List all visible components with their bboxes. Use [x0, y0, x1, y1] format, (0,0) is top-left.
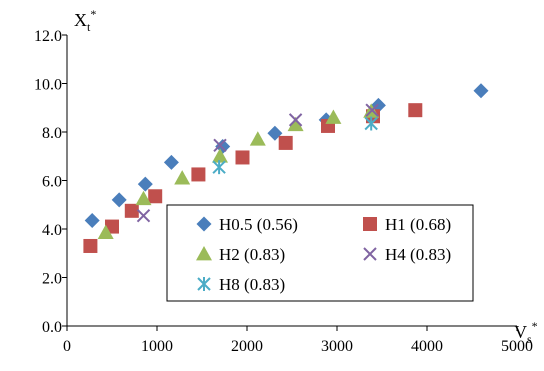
data-point-series-1	[370, 97, 386, 113]
data-point-series-3	[135, 190, 152, 206]
legend-marker-series-1	[196, 216, 212, 232]
x-tick-label: 1000	[141, 338, 173, 355]
x-tick-label: 5000	[501, 338, 533, 355]
legend-marker-series-2	[363, 217, 377, 231]
y-tick-label: 8.0	[42, 125, 62, 142]
data-point-series-3	[249, 131, 266, 146]
data-point-series-1	[84, 213, 100, 229]
data-point-series-2	[278, 135, 293, 150]
legend-items: H0.5 (0.56) H1 (0.68) H2 (0.83) H4 (0.83) H8…	[196, 215, 451, 294]
data-point-series-3	[97, 224, 114, 240]
data-point-series-4	[213, 138, 227, 153]
data-point-series-1	[137, 176, 153, 192]
y-tick-label: 2.0	[42, 271, 62, 288]
data-point-series-1	[473, 83, 489, 99]
data-point-series-4	[365, 103, 379, 117]
y-tick-label: 6.0	[42, 174, 62, 191]
data-point-series-1	[267, 125, 283, 141]
y-tick-label: 12.0	[34, 28, 62, 45]
data-points	[83, 83, 489, 253]
x-tick-label: 0	[63, 338, 71, 355]
data-point-series-1	[111, 192, 127, 208]
data-point-series-2	[148, 189, 163, 204]
legend-label-series-3: H2 (0.83)	[219, 245, 285, 264]
data-point-series-4	[288, 113, 303, 127]
x-axis-title: Vs*	[514, 319, 538, 346]
legend-marker-series-3	[196, 246, 212, 261]
legend-label-series-2: H1 (0.68)	[385, 215, 451, 234]
data-point-series-2	[124, 203, 139, 218]
axis-ticks: 0 1000 2000 3000 4000 5000 0.0 2.0 4.0 6.0 8.0 10.0…	[34, 28, 533, 355]
y-tick-label: 0.0	[42, 319, 62, 336]
legend-label-series-5: H8 (0.83)	[219, 275, 285, 294]
y-axis-title: Xt*	[74, 7, 96, 34]
data-point-series-2	[235, 150, 250, 165]
data-point-series-3	[287, 116, 304, 132]
data-point-series-3	[325, 109, 342, 124]
x-tick-label: 3000	[321, 338, 353, 355]
data-point-series-5	[364, 116, 378, 131]
y-tick-label: 10.0	[34, 77, 62, 94]
plot-area: 0 1000 2000 3000 4000 5000 0.0 2.0 4.0 6.0 8.0 10.0…	[34, 28, 533, 355]
x-tick-label: 4000	[411, 338, 443, 355]
legend: H0.5 (0.56) H1 (0.68) H2 (0.83) H4 (0.83) H8…	[166, 204, 474, 302]
legend-label-series-4: H4 (0.83)	[385, 245, 451, 264]
legend-marker-series-4	[363, 247, 377, 261]
data-point-series-2	[83, 238, 98, 253]
data-point-series-3	[174, 170, 191, 185]
y-tick-label: 4.0	[42, 222, 62, 239]
x-tick-label: 2000	[231, 338, 263, 355]
data-point-series-5	[212, 160, 226, 175]
legend-label-series-1: H0.5 (0.56)	[219, 215, 298, 234]
data-point-series-4	[136, 208, 151, 223]
legend-marker-series-5	[197, 277, 211, 291]
data-point-series-2	[191, 167, 206, 182]
data-point-series-3	[212, 148, 228, 163]
data-point-series-2	[408, 103, 423, 118]
legend-box	[166, 204, 474, 302]
data-point-series-1	[163, 154, 179, 170]
